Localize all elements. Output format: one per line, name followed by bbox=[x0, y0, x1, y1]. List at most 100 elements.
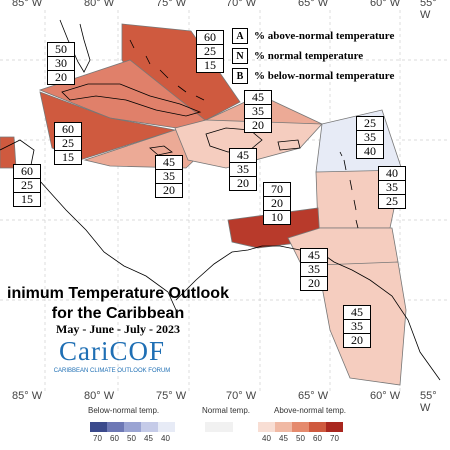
bottom-axis-label: 70° W bbox=[226, 390, 257, 402]
prob-below: 40 bbox=[364, 144, 376, 158]
map-title-line2: for the Caribbean bbox=[51, 305, 185, 322]
prob-above: 45 bbox=[156, 156, 182, 170]
probability-box-bahamas: 60 25 15 bbox=[196, 30, 224, 73]
caricof-logo-subtitle: CARIBBEAN CLIMATE OUTLOOK FORUM bbox=[53, 368, 171, 374]
prob-normal: 35 bbox=[357, 131, 383, 145]
coast-central-america bbox=[0, 139, 177, 311]
bottom-axis-label: 55° W bbox=[420, 390, 437, 414]
prob-below: 15 bbox=[21, 192, 33, 206]
probability-box-abc: 70 20 10 bbox=[263, 182, 291, 225]
prob-normal: 25 bbox=[197, 45, 223, 59]
colorbar-swatch bbox=[275, 422, 292, 432]
prob-below: 15 bbox=[204, 58, 216, 72]
colorbar-swatch bbox=[258, 422, 275, 432]
prob-normal: 20 bbox=[264, 197, 290, 211]
prob-above: 40 bbox=[379, 167, 405, 181]
colorbar-swatch bbox=[326, 422, 343, 432]
colorbar-tick-above: 50 bbox=[296, 434, 305, 443]
colorbar-swatch bbox=[107, 422, 124, 432]
colorbar-tick-above: 40 bbox=[262, 434, 271, 443]
coast-puerto-rico bbox=[277, 139, 301, 151]
caricof-logo: CariCOF CARIBBEAN CLIMATE OUTLOOK FORUM bbox=[44, 336, 180, 374]
top-axis-label: 55° W bbox=[420, 0, 437, 21]
legend-text-normal: % normal temperature bbox=[254, 50, 364, 62]
coast-hispaniola bbox=[205, 127, 263, 153]
top-axis-label: 85° W bbox=[12, 0, 43, 9]
prob-below: 10 bbox=[271, 210, 283, 224]
coast-jamaica bbox=[149, 145, 173, 156]
prob-normal: 35 bbox=[344, 320, 370, 334]
colorbar-swatch bbox=[141, 422, 158, 432]
prob-below: 20 bbox=[351, 333, 363, 347]
colorbar-swatch bbox=[292, 422, 309, 432]
top-axis-label: 75° W bbox=[156, 0, 187, 9]
probability-box-cayman: 60 25 15 bbox=[54, 122, 82, 165]
colorbar-swatch bbox=[205, 422, 233, 432]
prob-normal: 35 bbox=[379, 181, 405, 195]
prob-normal: 35 bbox=[156, 170, 182, 184]
colorbar-tick-below: 60 bbox=[110, 434, 119, 443]
map-title: inimum Temperature Outlook for the Carib… bbox=[0, 284, 236, 324]
legend-row-below: B % below-normal temperature bbox=[232, 66, 432, 86]
prob-normal: 35 bbox=[245, 105, 271, 119]
bottom-axis-label: 65° W bbox=[298, 390, 329, 402]
probability-box-jamaica: 45 35 20 bbox=[155, 155, 183, 198]
colorbar-tick-above: 45 bbox=[279, 434, 288, 443]
map-title-line1: inimum Temperature Outlook bbox=[7, 285, 229, 302]
prob-normal: 35 bbox=[230, 163, 256, 177]
abn-legend: A % above-normal temperature N % normal … bbox=[232, 26, 432, 86]
legend-key-above: A bbox=[232, 28, 248, 44]
prob-below: 20 bbox=[308, 276, 320, 290]
colorbar-tick-below: 50 bbox=[127, 434, 136, 443]
bottom-axis-label: 85° W bbox=[12, 390, 43, 402]
probability-box-hispaniola: 45 35 20 bbox=[229, 148, 257, 191]
prob-normal: 25 bbox=[14, 179, 40, 193]
colorbar-swatch bbox=[309, 422, 326, 432]
prob-above: 60 bbox=[14, 165, 40, 179]
bottom-axis-label: 80° W bbox=[84, 390, 115, 402]
top-axis-label: 60° W bbox=[370, 0, 401, 9]
prob-below: 20 bbox=[252, 118, 264, 132]
colorbar-swatches bbox=[90, 422, 343, 432]
probability-box-trinidad: 45 35 20 bbox=[300, 248, 328, 291]
probability-box-cuba: 50 30 20 bbox=[47, 42, 75, 85]
prob-above: 45 bbox=[344, 306, 370, 320]
probability-box-leeward: 25 35 40 bbox=[356, 116, 384, 159]
colorbar-tick-above: 70 bbox=[330, 434, 339, 443]
bottom-axis-label: 75° W bbox=[156, 390, 187, 402]
prob-below: 15 bbox=[62, 150, 74, 164]
coast-florida bbox=[59, 19, 91, 73]
prob-below: 25 bbox=[386, 194, 398, 208]
prob-above: 45 bbox=[230, 149, 256, 163]
colorbar-swatch bbox=[124, 422, 141, 432]
legend-text-above: % above-normal temperature bbox=[254, 30, 395, 42]
colorbar-tick-below: 70 bbox=[93, 434, 102, 443]
probability-box-northeast: 45 35 20 bbox=[244, 90, 272, 133]
prob-above: 60 bbox=[55, 123, 81, 137]
colorbar-tick-below: 45 bbox=[144, 434, 153, 443]
colorbar-swatch bbox=[90, 422, 107, 432]
coast-bahamas bbox=[129, 39, 205, 101]
probability-box-belize: 60 25 15 bbox=[13, 164, 41, 207]
prob-below: 20 bbox=[163, 183, 175, 197]
probability-box-windward: 40 35 25 bbox=[378, 166, 406, 209]
top-axis-label: 80° W bbox=[84, 0, 115, 9]
outlook-period: May - June - July - 2023 bbox=[56, 322, 180, 336]
prob-below: 20 bbox=[237, 176, 249, 190]
prob-above: 45 bbox=[245, 91, 271, 105]
colorbar-tick-below: 40 bbox=[161, 434, 170, 443]
coast-cuba bbox=[61, 83, 202, 117]
bottom-axis-label: 60° W bbox=[370, 390, 401, 402]
colorbar-above-label: Above-normal temp. bbox=[274, 406, 347, 415]
prob-above: 45 bbox=[301, 249, 327, 263]
top-axis-label: 65° W bbox=[298, 0, 329, 9]
colorbar-below-label: Below-normal temp. bbox=[88, 406, 160, 415]
legend-row-above: A % above-normal temperature bbox=[232, 26, 432, 46]
legend-text-below: % below-normal temperature bbox=[254, 70, 395, 82]
colorbar-tick-above: 60 bbox=[313, 434, 322, 443]
colorbar-normal-label: Normal temp. bbox=[202, 406, 251, 415]
prob-normal: 35 bbox=[301, 263, 327, 277]
prob-above: 70 bbox=[264, 183, 290, 197]
top-axis-label: 70° W bbox=[226, 0, 257, 9]
